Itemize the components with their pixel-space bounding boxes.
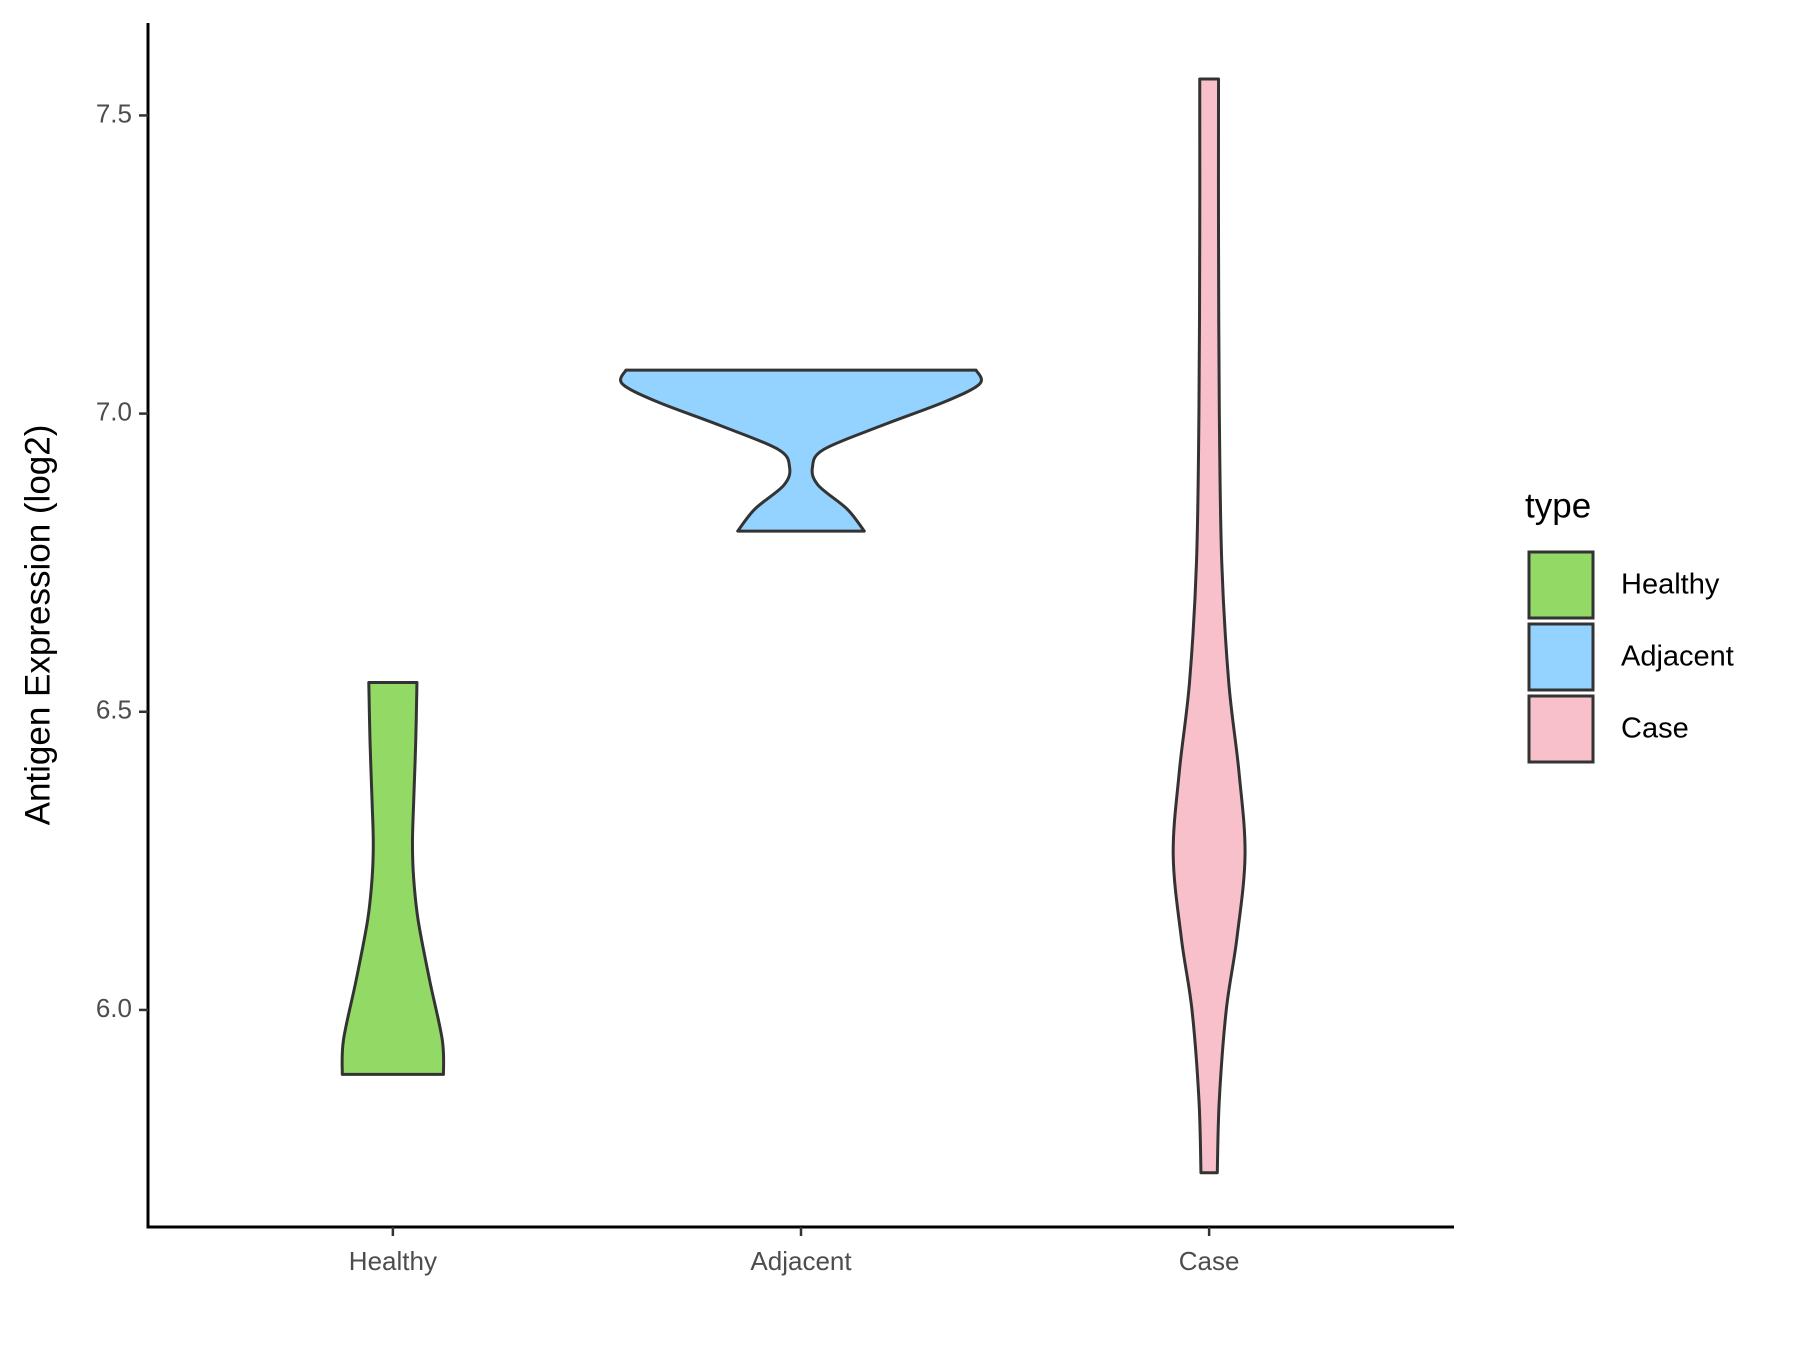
x-tick-label: Case xyxy=(1179,1246,1240,1276)
x-tick-label: Adjacent xyxy=(750,1246,852,1276)
y-tick-label: 6.5 xyxy=(96,695,132,725)
legend-key xyxy=(1527,622,1595,692)
violin xyxy=(619,368,983,533)
legend-label: Healthy xyxy=(1621,569,1720,601)
legend-title: type xyxy=(1525,486,1591,525)
legend-label: Case xyxy=(1621,713,1689,745)
legend-key xyxy=(1527,550,1595,620)
legend-key xyxy=(1527,694,1595,764)
y-tick-label: 7.5 xyxy=(96,98,132,128)
y-tick-label: 7.0 xyxy=(96,396,132,426)
y-tick-label: 6.0 xyxy=(96,993,132,1023)
y-axis-title: Antigen Expression (log2) xyxy=(18,425,57,826)
violin xyxy=(340,681,446,1076)
violin xyxy=(1171,77,1247,1175)
x-tick-label: Healthy xyxy=(349,1246,437,1276)
legend-label: Adjacent xyxy=(1621,641,1734,673)
